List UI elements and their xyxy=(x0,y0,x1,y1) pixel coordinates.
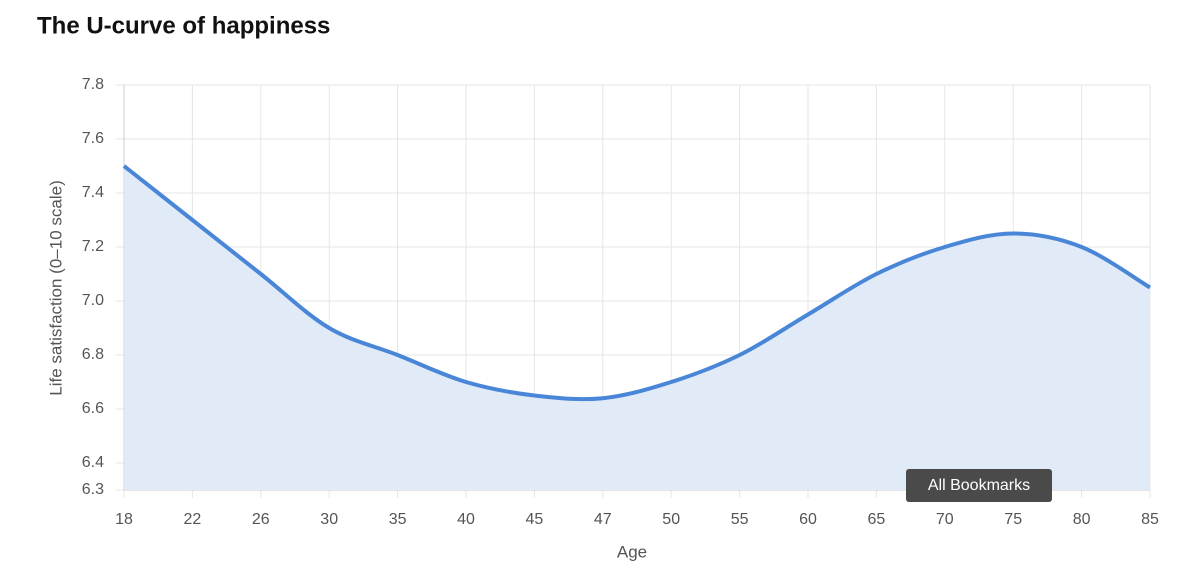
x-tick-label: 22 xyxy=(184,511,202,528)
y-tick-label: 6.3 xyxy=(82,481,104,498)
y-axis-title: Life satisfaction (0–10 scale) xyxy=(46,180,65,395)
x-tick-label: 50 xyxy=(662,511,680,528)
tooltip-box xyxy=(906,469,1052,502)
plot xyxy=(122,164,1152,490)
x-tick-label: 55 xyxy=(731,511,749,528)
x-tick-label: 85 xyxy=(1141,511,1159,528)
chart-title: The U-curve of happiness xyxy=(37,12,330,39)
y-tick-label: 7.4 xyxy=(82,184,104,201)
x-tick-label: 47 xyxy=(594,511,612,528)
x-tick-label: 60 xyxy=(799,511,817,528)
x-tick-label: 75 xyxy=(1004,511,1022,528)
x-tick-label: 80 xyxy=(1073,511,1091,528)
ticks: 6.3 6.4 6.6 6.8 7.0 7.2 7.4 7.6 7.8 18 22 26 30 35 40 4… xyxy=(82,76,1159,528)
line xyxy=(122,164,1152,402)
x-axis-title: Age xyxy=(617,542,647,561)
x-tick-label: 18 xyxy=(115,511,133,528)
x-tick-label: 40 xyxy=(457,511,475,528)
y-tick-label: 7.6 xyxy=(82,130,104,147)
area xyxy=(124,166,1150,490)
y-tick-label: 7.8 xyxy=(82,76,104,93)
y-tick-label: 7.0 xyxy=(82,292,104,309)
x-tick-label: 35 xyxy=(389,511,407,528)
x-tick-label: 70 xyxy=(936,511,954,528)
x-tick-label: 65 xyxy=(868,511,886,528)
tooltip: All Bookmarks xyxy=(906,469,1052,502)
x-tick-label: 26 xyxy=(252,511,270,528)
y-tick-label: 7.2 xyxy=(82,238,104,255)
y-tick-label: 6.8 xyxy=(82,346,104,363)
tooltip-text: All Bookmarks xyxy=(928,477,1030,494)
y-tick-label: 6.4 xyxy=(82,454,104,471)
x-tick-label: 30 xyxy=(320,511,338,528)
y-tick-label: 6.6 xyxy=(82,400,104,417)
x-tick-label: 45 xyxy=(526,511,544,528)
